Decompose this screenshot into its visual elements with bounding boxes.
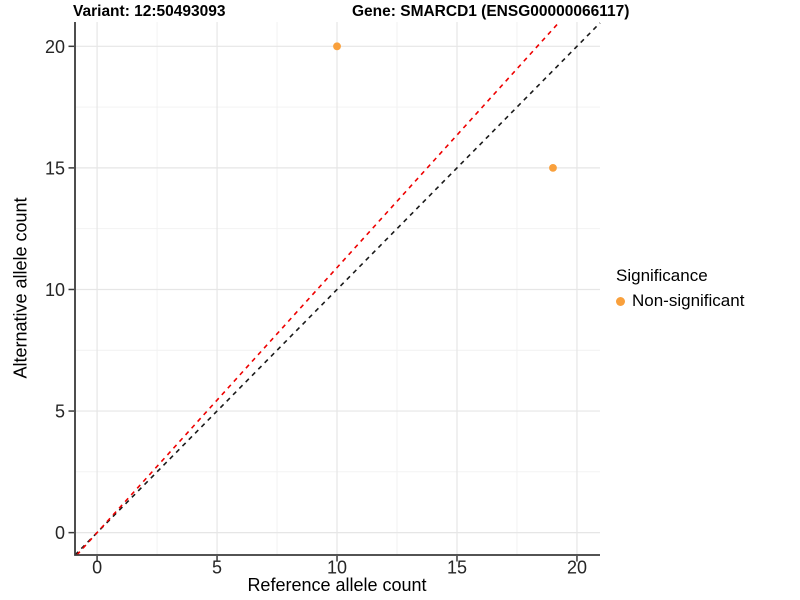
y-tick-label: 10 [45,280,65,300]
y-tick-label: 15 [45,158,65,178]
x-tick-label: 20 [567,558,587,578]
x-tick-label: 5 [212,558,222,578]
identity-line [74,22,601,556]
data-point [333,42,341,51]
x-axis-label: Reference allele count [247,575,427,595]
legend: Significance Non-significant [616,266,744,311]
y-tick-label: 20 [45,37,65,57]
legend-item-label: Non-significant [632,291,745,310]
variant-title: Variant: 12:50493093 [73,3,226,20]
expected-ratio-line [76,21,560,556]
data-point [549,163,557,172]
y-axis-label: Alternative allele count [10,197,31,379]
point-swatch-icon [616,296,625,306]
x-tick-label: 10 [327,558,347,578]
y-tick-label: 0 [55,523,65,543]
y-tick-label: 5 [55,402,65,422]
x-tick-label: 15 [447,558,467,578]
legend-title: Significance [616,266,708,285]
x-tick-label: 0 [92,558,102,578]
gene-title: Gene: SMARCD1 (ENSG00000066117) [352,3,630,20]
axis-lines [74,22,600,556]
legend-item: Non-significant [616,291,744,311]
